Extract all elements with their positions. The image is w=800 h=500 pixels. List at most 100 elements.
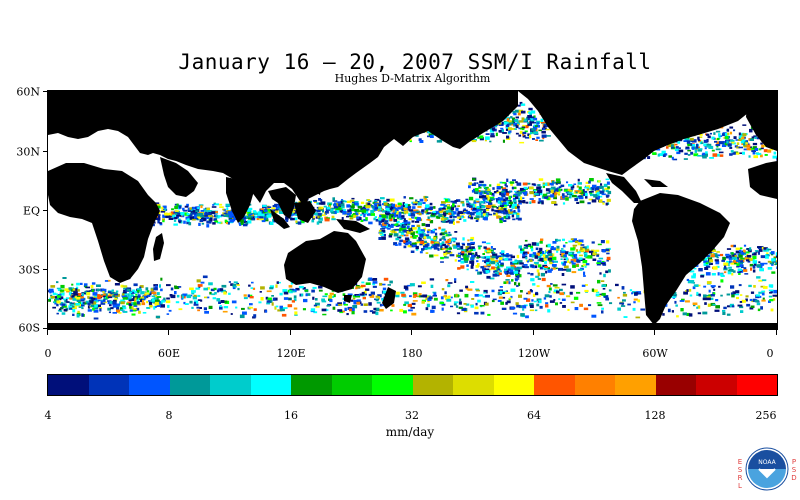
rain-cell	[489, 196, 495, 199]
rain-cell	[461, 307, 467, 311]
rain-cell	[72, 305, 75, 308]
rain-cell	[68, 292, 73, 296]
rain-cell	[600, 190, 604, 194]
rain-cell	[671, 296, 677, 298]
rain-cell	[746, 303, 751, 307]
rain-cell	[577, 178, 580, 182]
rain-cell	[719, 135, 723, 137]
rain-cell	[544, 266, 548, 268]
rain-cell	[336, 210, 339, 213]
rain-cell	[603, 295, 609, 298]
rain-cell	[706, 133, 710, 136]
rain-cell	[361, 291, 365, 295]
rain-cell	[507, 272, 512, 274]
rain-cell	[703, 257, 706, 260]
rain-cell	[562, 263, 566, 266]
rain-cell	[50, 294, 53, 297]
rain-cell	[570, 259, 574, 262]
rain-cell	[227, 221, 230, 225]
rain-cell	[344, 200, 348, 203]
rain-cell	[477, 245, 482, 248]
rain-cell	[313, 311, 318, 314]
rain-cell	[182, 293, 188, 297]
rain-cell	[570, 247, 575, 251]
rain-cell	[71, 303, 76, 306]
rain-cell	[443, 197, 447, 200]
rain-cell	[119, 307, 123, 311]
rain-cell	[424, 198, 427, 202]
rain-cell	[726, 313, 731, 316]
rain-cell	[516, 254, 520, 259]
rain-cell	[325, 211, 329, 214]
rain-cell	[492, 253, 497, 257]
rain-cell	[181, 297, 184, 300]
rain-cell	[776, 266, 777, 269]
rain-cell	[444, 218, 447, 220]
rain-cell	[697, 136, 700, 140]
rain-cell	[206, 296, 210, 299]
rain-cell	[529, 304, 534, 308]
rain-cell	[486, 250, 491, 253]
rain-cell	[239, 222, 242, 226]
rain-cell	[491, 192, 494, 196]
rain-cell	[248, 217, 252, 220]
rain-cell	[204, 216, 209, 219]
rain-cell	[78, 294, 84, 298]
rain-cell	[727, 270, 731, 273]
rain-cell	[64, 288, 69, 292]
rain-cell	[761, 144, 765, 148]
rain-cell	[726, 260, 730, 265]
rain-cell	[532, 138, 535, 140]
rain-cell	[440, 261, 444, 263]
rain-cell	[197, 309, 200, 312]
rain-cell	[489, 184, 492, 187]
rain-cell	[162, 214, 168, 218]
rain-cell	[508, 201, 513, 204]
rain-cell	[372, 285, 377, 288]
rain-cell	[666, 146, 669, 149]
rain-cell	[536, 186, 541, 190]
rain-cell	[591, 241, 595, 244]
rain-cell	[366, 199, 371, 201]
rain-cell	[508, 211, 513, 214]
rain-cell	[266, 214, 272, 218]
rain-cell	[408, 218, 412, 221]
rain-cell	[600, 240, 605, 244]
rain-cell	[312, 296, 315, 300]
rain-cell	[712, 292, 716, 295]
rain-cell	[706, 297, 711, 301]
rain-cell	[469, 212, 475, 216]
rain-cell	[108, 311, 111, 314]
rain-cell	[260, 208, 264, 211]
rain-cell	[235, 306, 238, 309]
rain-cell	[527, 117, 530, 121]
rain-cell	[347, 306, 353, 310]
rain-cell	[432, 212, 435, 215]
rain-cell	[583, 271, 586, 276]
rain-cell	[525, 315, 529, 319]
rain-cell	[768, 289, 774, 292]
rain-cell	[601, 292, 606, 296]
rain-cell	[248, 306, 253, 309]
colorbar-units: mm/day	[385, 425, 435, 439]
rain-cell	[485, 188, 488, 191]
rain-cell	[220, 214, 224, 217]
rain-cell	[533, 126, 537, 130]
rain-cell	[200, 299, 203, 302]
rain-cell	[750, 291, 755, 294]
rain-cell	[752, 260, 758, 264]
rain-cell	[407, 241, 412, 244]
rain-cell	[681, 298, 685, 301]
rain-cell	[487, 197, 490, 201]
rain-cell	[61, 303, 66, 306]
rain-cell	[326, 309, 329, 311]
rain-cell	[506, 270, 510, 273]
rain-cell	[377, 204, 380, 208]
rain-cell	[343, 303, 348, 306]
rain-cell	[462, 203, 465, 207]
rain-cell	[449, 251, 453, 254]
rain-cell	[715, 130, 721, 133]
rain-cell	[258, 211, 262, 215]
rain-cell	[756, 276, 761, 279]
rain-cell	[608, 289, 612, 292]
